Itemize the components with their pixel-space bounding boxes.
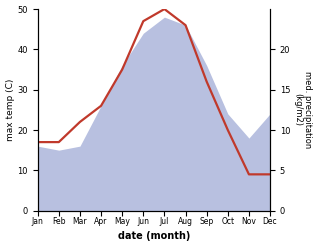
Y-axis label: max temp (C): max temp (C) xyxy=(5,79,15,141)
X-axis label: date (month): date (month) xyxy=(118,231,190,242)
Y-axis label: med. precipitation
(kg/m2): med. precipitation (kg/m2) xyxy=(293,71,313,148)
